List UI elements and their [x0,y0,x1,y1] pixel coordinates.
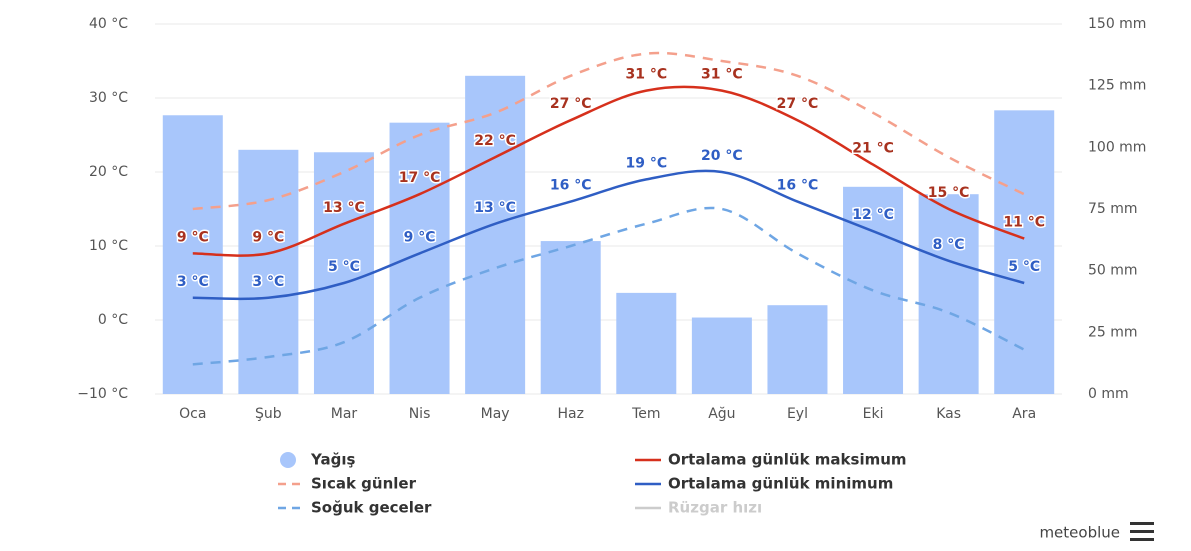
x-tick-label: Şub [255,406,282,422]
y2-tick-label: 100 mm [1088,139,1146,155]
data-label: 15 °C [928,185,970,201]
x-tick-label: Ağu [708,406,735,422]
y-tick-label: −10 °C [77,386,128,402]
x-tick-label: Ara [1012,406,1036,422]
data-label: 21 °C [852,141,894,157]
bar [918,194,979,394]
y2-tick-label: 0 mm [1088,386,1129,402]
legend-item[interactable]: Ortalama günlük minimum [635,475,893,493]
bar [389,122,450,395]
legend-label: Soğuk geceler [311,499,432,517]
x-tick-label: Tem [631,406,660,422]
bar [691,317,752,394]
line [192,85,1025,257]
menu-icon[interactable] [1130,522,1154,541]
bar [313,152,374,394]
bar [767,305,828,394]
y-tick-label: 0 °C [98,312,128,328]
line [192,206,1025,366]
x-tick-label: Nis [409,406,431,422]
data-label: 9 °C [252,229,284,245]
legend-item[interactable]: Ortalama günlük maksimum [635,451,907,469]
data-label: 8 °C [933,237,965,253]
data-label: 9 °C [404,229,436,245]
y2-tick-label: 125 mm [1088,78,1146,94]
data-label: 31 °C [701,67,743,83]
x-tick-label: May [481,406,510,422]
bar [616,292,677,394]
data-label: 3 °C [177,274,209,290]
data-label: 13 °C [474,200,516,216]
y2-tick-label: 75 mm [1088,201,1138,217]
data-label: 27 °C [777,96,819,112]
bar [465,75,526,395]
legend-label: Sıcak günler [311,475,417,493]
x-tick-label: Oca [179,406,206,422]
data-label: 11 °C [1003,215,1045,231]
legend-label: Yağış [310,451,355,469]
menu-bar [1130,538,1154,541]
data-label: 27 °C [550,96,592,112]
legend-item[interactable]: Yağış [280,451,355,469]
data-label: 9 °C [177,229,209,245]
data-label: 22 °C [474,133,516,149]
line [192,169,1025,301]
menu-bar [1130,522,1154,525]
legend-label: Ortalama günlük minimum [668,475,893,493]
brand: meteoblue [1039,524,1120,542]
x-tick-label: Eki [863,406,884,422]
y2-tick-label: 150 mm [1088,16,1146,32]
bar [994,110,1055,394]
legend-label: Rüzgar hızı [668,499,762,517]
data-label: 20 °C [701,148,743,164]
data-label: 12 °C [852,207,894,223]
legend-label: Ortalama günlük maksimum [668,451,907,469]
data-label: 16 °C [777,178,819,194]
x-tick-label: Mar [331,406,358,422]
y-tick-label: 20 °C [89,164,128,180]
data-label: 19 °C [625,155,667,171]
legend-swatch [280,452,296,468]
data-label: 16 °C [550,178,592,194]
x-tick-label: Haz [557,406,583,422]
data-label: 31 °C [625,67,667,83]
y-tick-label: 30 °C [89,90,128,106]
y2-tick-label: 25 mm [1088,324,1138,340]
data-label: 5 °C [328,259,360,275]
data-label: 3 °C [252,274,284,290]
data-label: 5 °C [1008,259,1040,275]
y2-tick-label: 50 mm [1088,263,1138,279]
legend-item[interactable]: Soğuk geceler [278,499,432,517]
line [192,51,1025,211]
menu-bar [1130,530,1154,533]
x-tick-label: Eyl [787,406,808,422]
y-tick-label: 10 °C [89,238,128,254]
legend-item[interactable]: Sıcak günler [278,475,417,493]
y-tick-label: 40 °C [89,16,128,32]
data-label: 13 °C [323,200,365,216]
legend-item[interactable]: Rüzgar hızı [635,499,762,517]
x-tick-label: Kas [936,406,961,422]
bar [540,241,601,394]
data-label: 17 °C [399,170,441,186]
